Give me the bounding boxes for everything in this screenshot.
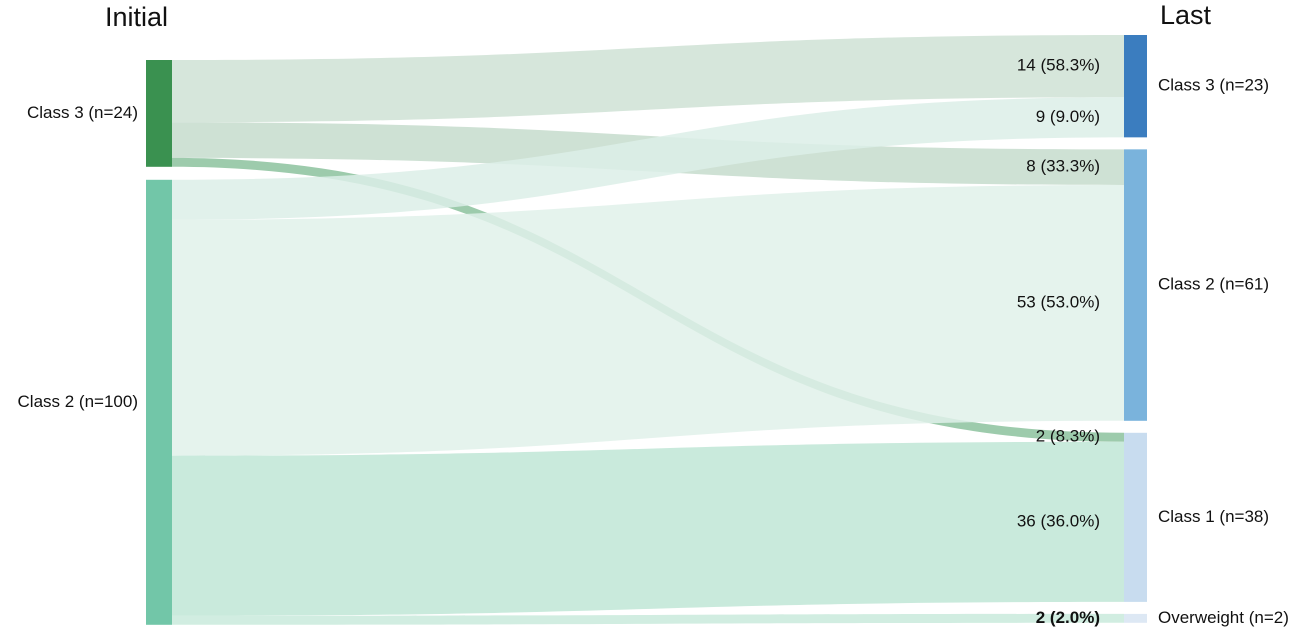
left-node [146,60,172,167]
right-node [1124,613,1147,623]
right-node [1124,35,1147,138]
left-node-label: Class 2 (n=100) [18,392,138,411]
link-label: 2 (8.3%) [1036,427,1100,446]
right-node-label: Class 1 (n=38) [1158,507,1269,526]
left-node-label: Class 3 (n=24) [27,103,138,122]
link [172,184,1124,456]
link-label: 14 (58.3%) [1017,56,1100,75]
right-node-label: Class 3 (n=23) [1158,76,1269,95]
link-label: 9 (9.0%) [1036,107,1100,126]
right-node-label: Class 2 (n=61) [1158,275,1269,294]
link-label: 53 (53.0%) [1017,292,1100,311]
link [172,613,1124,625]
link [172,97,1124,220]
link-label: 8 (33.3%) [1026,157,1100,176]
link-label: 36 (36.0%) [1017,511,1100,530]
right-column-title: Last [1160,0,1212,30]
link [172,441,1124,616]
link [172,35,1124,123]
right-node [1124,432,1147,602]
right-node [1124,149,1147,421]
left-column-title: Initial [105,2,168,32]
right-node-label: Overweight (n=2) [1158,608,1289,627]
link-label: 2 (2.0%) [1036,608,1100,627]
left-node [146,179,172,625]
